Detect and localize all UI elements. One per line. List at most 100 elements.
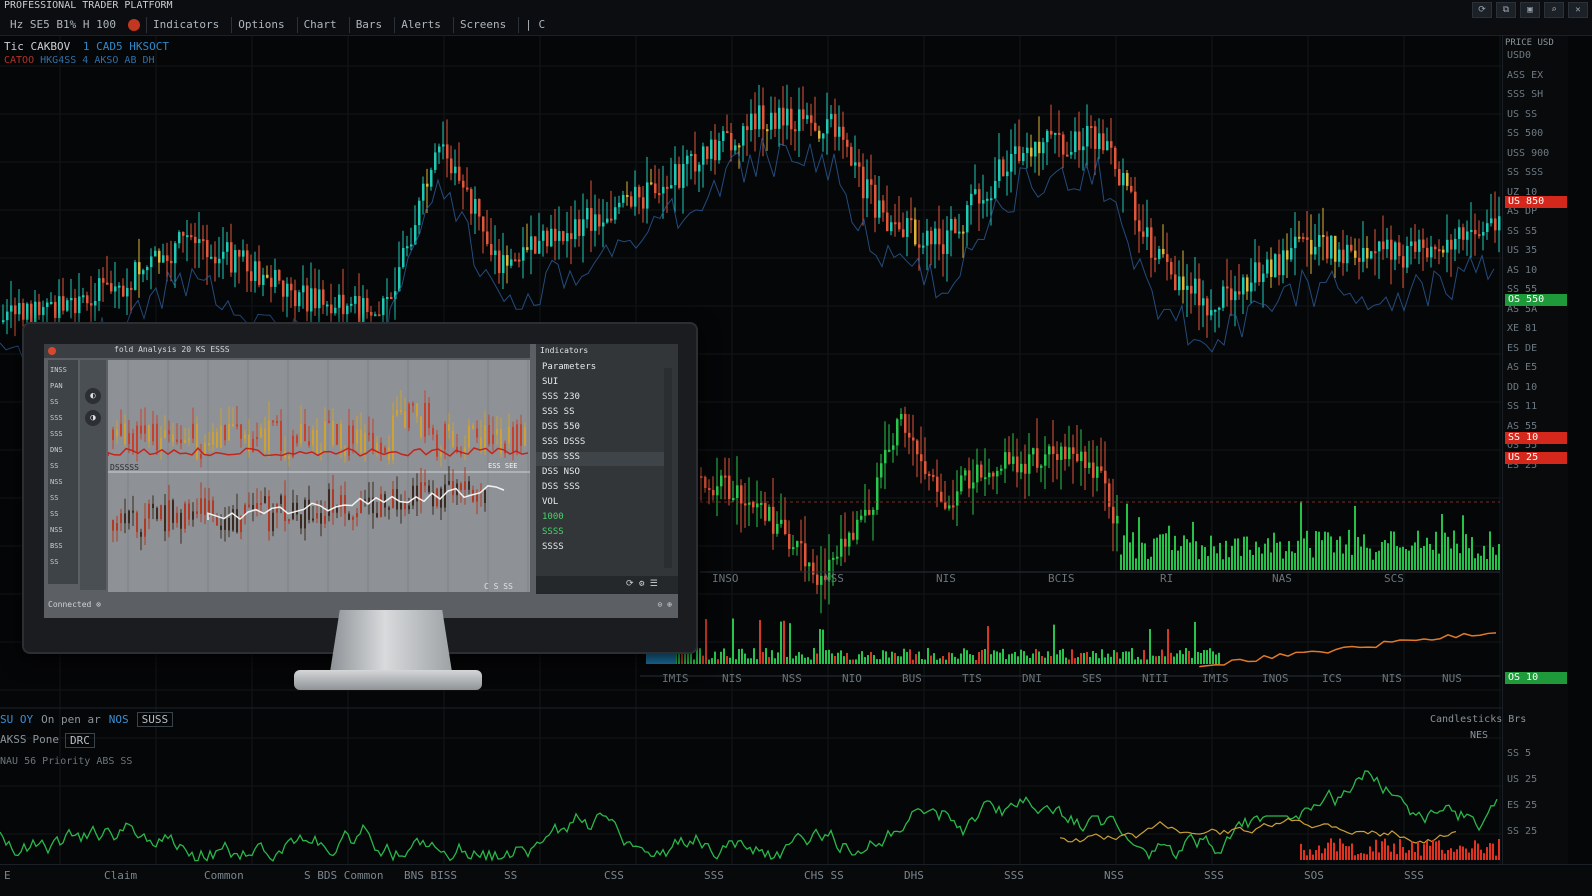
candle-body (348, 513, 350, 520)
toolbar-bars-button[interactable]: Bars (348, 17, 389, 33)
volume-bar (1306, 530, 1308, 570)
footer-item[interactable]: Common (204, 869, 244, 882)
indicator-row[interactable]: SSS 230 (542, 392, 580, 402)
volume-bar (756, 659, 758, 664)
histogram-bar (1342, 843, 1344, 860)
candle-body (1374, 251, 1377, 254)
footer-item[interactable]: SOS (1304, 869, 1324, 882)
footer-item[interactable]: Claim (104, 869, 138, 882)
restore-icon[interactable]: ⧉ (1496, 2, 1516, 18)
volume-bar (1086, 651, 1088, 664)
candle-body (314, 288, 317, 309)
bottom-panel-tab-1[interactable]: AKSS (0, 733, 27, 746)
tool-draw-icon[interactable]: ◑ (85, 410, 101, 426)
candle-body (1020, 463, 1023, 473)
bottom-panel-box-button[interactable]: SUSS (136, 712, 174, 727)
window-close-dot-icon[interactable] (48, 347, 56, 355)
footer-item[interactable]: SSS (1204, 869, 1224, 882)
toolbar-screens-button[interactable]: Screens (452, 17, 512, 33)
monitor-sidebar-item[interactable]: INSS (50, 366, 67, 374)
monitor-sidebar-item[interactable]: SSS (50, 430, 63, 438)
toolbar-options-button[interactable]: Options (231, 17, 290, 33)
maximize-icon[interactable]: ▣ (1520, 2, 1540, 18)
footer-item[interactable]: SS (504, 869, 518, 882)
indicator-row[interactable]: SSSS (542, 542, 564, 552)
indicator-row[interactable]: Parameters (542, 362, 597, 372)
footer-item[interactable]: S BDS Common (304, 869, 384, 882)
footer-item[interactable]: SSS (1404, 869, 1424, 882)
volume-bar (1498, 543, 1500, 570)
price-axis[interactable]: PRICE USD USD0 ASS EX SSS SH US SS SS 500 USS… (1502, 36, 1568, 896)
indicator-row[interactable]: VOL (542, 497, 559, 507)
price-label: ES DE (1507, 342, 1538, 354)
monitor-sidebar-item[interactable]: SSS (50, 414, 63, 422)
indicator-panel-scrollbar[interactable] (664, 368, 672, 568)
panel-actions-icons[interactable]: ⟳ ⚙ ☰ (626, 579, 658, 589)
indicator-row[interactable]: SSS DSSS (542, 437, 586, 447)
monitor-sidebar-item[interactable]: NSS (50, 478, 63, 486)
bottom-panel-tab-2[interactable]: Pone (32, 733, 60, 746)
monitor-sidebar-item[interactable]: SS (50, 510, 59, 518)
footer-item[interactable]: CSS (604, 869, 624, 882)
toolbar-chart-button[interactable]: Chart (296, 17, 343, 33)
volume-bar (924, 659, 926, 664)
footer-item[interactable]: NSS (1104, 869, 1124, 882)
monitor-sidebar-item[interactable]: SS (50, 558, 59, 566)
record-icon[interactable] (127, 19, 140, 31)
candle-body (308, 441, 310, 446)
search-icon[interactable]: ⌕ (1544, 2, 1564, 18)
candle-body (316, 429, 318, 454)
bottom-panel-tab-3[interactable]: DRC (65, 733, 95, 748)
indicator-row[interactable]: DSS 550 (542, 422, 580, 432)
tool-crosshair-icon[interactable]: ◐ (85, 388, 101, 404)
candle-body (1290, 248, 1293, 260)
footer-item[interactable]: E (4, 869, 11, 882)
time-label-lower: NIS (722, 672, 742, 685)
volume-bar (759, 620, 761, 664)
footer-item[interactable]: SSS (704, 869, 724, 882)
candle-body (432, 428, 434, 435)
volume-bar (702, 655, 704, 664)
candle-body (922, 245, 925, 248)
volume-bar (1216, 553, 1218, 570)
indicator-row[interactable]: SSS SS (542, 407, 575, 417)
monitor-sidebar-item[interactable]: NSS (50, 526, 63, 534)
monitor-sidebar-item[interactable]: DNS (50, 446, 63, 454)
monitor-chart[interactable]: DSSSSS ESS SEE (108, 360, 530, 592)
candle-body (34, 301, 37, 327)
toolbar-alerts-button[interactable]: Alerts (394, 17, 447, 33)
monitor-sidebar-item[interactable]: BSS (50, 542, 63, 550)
candle-body (934, 228, 937, 245)
candle-body (380, 494, 382, 518)
main-candlestick-chart[interactable] (0, 36, 1502, 864)
indicator-row[interactable]: DSS NSO (542, 467, 580, 477)
footer-item[interactable]: DHS (904, 869, 924, 882)
monitor-sidebar-item[interactable]: SS (50, 398, 59, 406)
monitor-sidebar-item[interactable]: SS (50, 494, 59, 502)
close-icon[interactable]: ✕ (1568, 2, 1588, 18)
indicator-row[interactable]: 1000 (542, 512, 564, 522)
footer-item[interactable]: SSS (1004, 869, 1024, 882)
volume-bar (1218, 652, 1220, 664)
indicator-row[interactable]: SUI (542, 377, 559, 387)
candle-body (646, 182, 649, 209)
candle-body (158, 250, 161, 263)
volume-bar (1381, 542, 1383, 570)
candle-body (1022, 153, 1025, 162)
candle-body (1114, 147, 1117, 169)
indicator-row[interactable]: DSS SSS (542, 482, 580, 492)
refresh-icon[interactable]: ⟳ (1472, 2, 1492, 18)
candle-body (722, 131, 725, 141)
candle-body (754, 113, 757, 130)
toolbar-indicators-button[interactable]: Indicators (145, 17, 225, 33)
candle-body (1206, 298, 1209, 316)
indicator-row[interactable]: DSS SSS (542, 452, 580, 462)
toolbar-symbol-field[interactable]: Hz SE5 B1% H 100 (10, 18, 116, 31)
monitor-sidebar-item[interactable]: PAN (50, 382, 63, 390)
candle-body (772, 506, 775, 534)
footer-item[interactable]: BNS BISS (404, 869, 457, 882)
footer-item[interactable]: CHS SS (804, 869, 844, 882)
indicator-row[interactable]: SSSS (542, 527, 564, 537)
toolbar-more-button[interactable]: | C (518, 17, 551, 33)
monitor-sidebar-item[interactable]: SS (50, 462, 59, 470)
